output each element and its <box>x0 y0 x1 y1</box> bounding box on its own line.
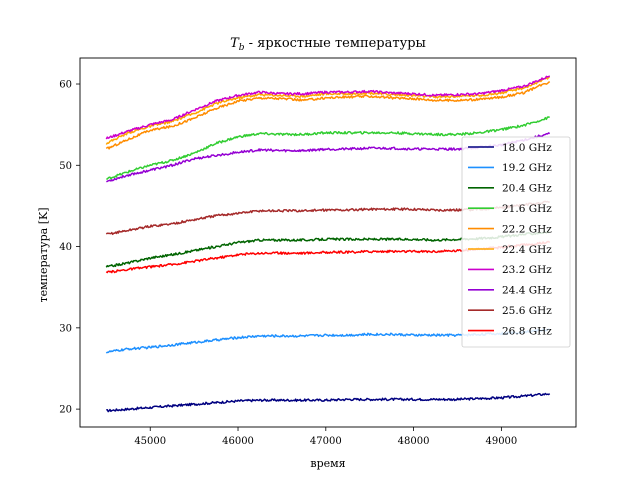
y-tick-label: 30 <box>59 323 72 334</box>
legend-entry: 22.2 GHz <box>502 223 552 235</box>
legend-entry: 21.6 GHz <box>502 203 552 215</box>
y-tick-label: 60 <box>59 80 72 91</box>
legend: 18.0 GHz 19.2 GHz 20.4 GHz 21.6 GHz 22.2 GHz… <box>461 136 571 348</box>
chart-title: Tb - яркостные температуры <box>230 36 426 53</box>
x-tick-label: 48000 <box>398 436 430 447</box>
legend-entry: 25.6 GHz <box>502 305 552 317</box>
x-tick-label: 45000 <box>134 436 166 447</box>
y-axis-label: температура [K] <box>37 207 50 302</box>
legend-entry: 26.8 GHz <box>502 325 552 337</box>
legend-entry: 23.2 GHz <box>502 264 552 276</box>
y-tick-label: 20 <box>59 405 72 416</box>
legend-entry: 24.4 GHz <box>502 285 552 297</box>
series-line <box>105 80 551 150</box>
plot-area-frame <box>79 57 577 428</box>
series-line <box>105 75 551 140</box>
series-line <box>106 116 550 180</box>
legend-entry: 19.2 GHz <box>502 162 552 174</box>
x-tick-label: 46000 <box>222 436 254 447</box>
legend-entry: 18.0 GHz <box>502 142 552 154</box>
y-axis: 20 30 40 50 60 <box>59 80 80 416</box>
x-tick-label: 47000 <box>310 436 342 447</box>
x-axis: 45000 46000 47000 48000 49000 <box>134 427 517 447</box>
legend-entry: 22.4 GHz <box>502 244 552 256</box>
legend-entry: 20.4 GHz <box>502 183 552 195</box>
x-axis-label: время <box>310 457 345 470</box>
y-tick-label: 40 <box>59 242 72 253</box>
y-tick-label: 50 <box>59 161 72 172</box>
x-tick-label: 49000 <box>485 436 517 447</box>
series-line <box>106 392 551 413</box>
legend-box <box>461 136 571 348</box>
